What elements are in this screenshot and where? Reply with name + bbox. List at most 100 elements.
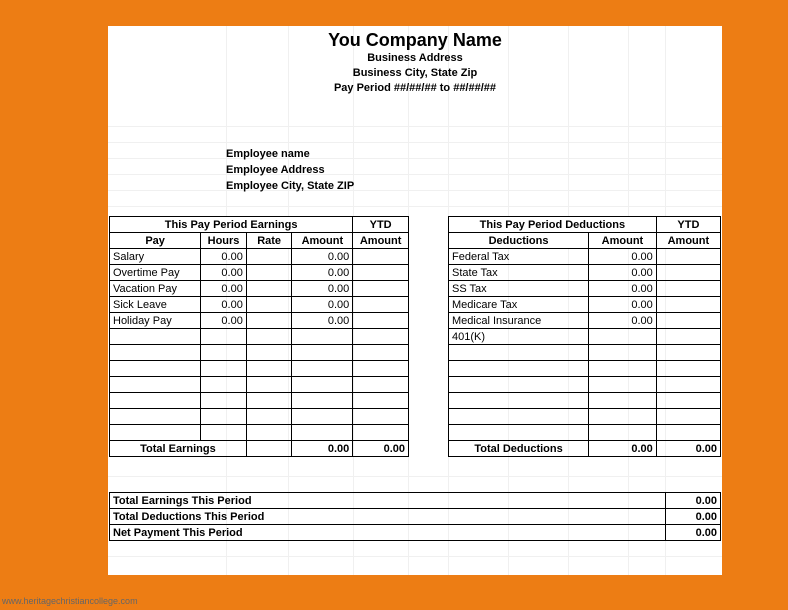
earn-label: Sick Leave xyxy=(110,297,201,313)
earn-amount xyxy=(292,425,353,441)
deductions-row: Federal Tax0.00 xyxy=(449,249,721,265)
earn-hours xyxy=(201,425,247,441)
ded-ytd xyxy=(656,265,720,281)
ded-label xyxy=(449,393,589,409)
deductions-row xyxy=(449,393,721,409)
deductions-row: 401(K) xyxy=(449,329,721,345)
earn-amount xyxy=(292,345,353,361)
deductions-row: State Tax0.00 xyxy=(449,265,721,281)
business-address: Business Address xyxy=(108,51,722,66)
earn-ytd xyxy=(353,249,409,265)
ded-amount xyxy=(589,329,657,345)
ded-ytd xyxy=(656,361,720,377)
ded-amount xyxy=(589,361,657,377)
earn-hours xyxy=(201,345,247,361)
earnings-row xyxy=(110,329,409,345)
deductions-table: This Pay Period Deductions YTD Deduction… xyxy=(448,216,721,457)
earn-ytd xyxy=(353,361,409,377)
ded-ytd xyxy=(656,281,720,297)
total-earnings-amount: 0.00 xyxy=(292,441,353,457)
earn-amount xyxy=(292,361,353,377)
earn-hours: 0.00 xyxy=(201,313,247,329)
earn-ytd xyxy=(353,377,409,393)
deductions-row xyxy=(449,361,721,377)
total-deductions-amount: 0.00 xyxy=(589,441,657,457)
employee-city-state-zip: Employee City, State ZIP xyxy=(226,178,354,194)
total-earnings-label: Total Earnings xyxy=(110,441,247,457)
ded-ytd xyxy=(656,425,720,441)
ded-ytd xyxy=(656,313,720,329)
earnings-table: This Pay Period Earnings YTD Pay Hours R… xyxy=(109,216,409,457)
earn-rate xyxy=(246,377,292,393)
ded-ytd xyxy=(656,345,720,361)
ded-amount: 0.00 xyxy=(589,249,657,265)
ded-amount: 0.00 xyxy=(589,265,657,281)
summary-table: Total Earnings This Period0.00Total Dedu… xyxy=(109,492,721,541)
ded-ytd xyxy=(656,329,720,345)
deductions-row: Medical Insurance0.00 xyxy=(449,313,721,329)
earn-ytd xyxy=(353,409,409,425)
earn-label: Overtime Pay xyxy=(110,265,201,281)
earn-ytd xyxy=(353,329,409,345)
pay-period: Pay Period ##/##/## to ##/##/## xyxy=(108,81,722,96)
summary-label: Total Earnings This Period xyxy=(110,493,666,509)
earnings-row xyxy=(110,425,409,441)
earn-hours xyxy=(201,329,247,345)
ded-label: SS Tax xyxy=(449,281,589,297)
earnings-ytd-header: YTD xyxy=(353,217,409,233)
summary-row: Net Payment This Period0.00 xyxy=(110,525,721,541)
ded-label xyxy=(449,361,589,377)
company-name: You Company Name xyxy=(108,30,722,51)
earn-amount xyxy=(292,329,353,345)
earn-amount: 0.00 xyxy=(292,249,353,265)
earn-rate xyxy=(246,409,292,425)
deductions-section-title: This Pay Period Deductions xyxy=(449,217,657,233)
spreadsheet-sheet: You Company Name Business Address Busine… xyxy=(108,26,722,575)
earnings-row: Overtime Pay0.000.00 xyxy=(110,265,409,281)
summary-label: Net Payment This Period xyxy=(110,525,666,541)
earn-amount xyxy=(292,393,353,409)
ded-label xyxy=(449,425,589,441)
ded-amount: 0.00 xyxy=(589,281,657,297)
earnings-row: Sick Leave0.000.00 xyxy=(110,297,409,313)
deductions-row: Medicare Tax0.00 xyxy=(449,297,721,313)
earn-rate xyxy=(246,249,292,265)
deductions-row xyxy=(449,425,721,441)
earnings-row: Salary0.000.00 xyxy=(110,249,409,265)
ded-label xyxy=(449,377,589,393)
earn-rate xyxy=(246,265,292,281)
earn-label: Holiday Pay xyxy=(110,313,201,329)
earn-ytd xyxy=(353,345,409,361)
earn-rate xyxy=(246,297,292,313)
ded-ytd xyxy=(656,249,720,265)
earnings-row xyxy=(110,345,409,361)
total-earnings-ytd: 0.00 xyxy=(353,441,409,457)
earnings-row xyxy=(110,409,409,425)
ded-amount: 0.00 xyxy=(589,297,657,313)
earn-label xyxy=(110,377,201,393)
earn-rate xyxy=(246,313,292,329)
earnings-row xyxy=(110,377,409,393)
earn-ytd xyxy=(353,297,409,313)
col-hours: Hours xyxy=(201,233,247,249)
earn-hours xyxy=(201,377,247,393)
earn-hours xyxy=(201,409,247,425)
ded-label: Federal Tax xyxy=(449,249,589,265)
col-pay: Pay xyxy=(110,233,201,249)
earn-rate xyxy=(246,361,292,377)
earn-hours: 0.00 xyxy=(201,265,247,281)
summary-row: Total Deductions This Period0.00 xyxy=(110,509,721,525)
ded-label: Medicare Tax xyxy=(449,297,589,313)
deductions-row: SS Tax0.00 xyxy=(449,281,721,297)
col-rate: Rate xyxy=(246,233,292,249)
earn-label xyxy=(110,425,201,441)
earn-rate xyxy=(246,425,292,441)
earn-amount: 0.00 xyxy=(292,297,353,313)
header-block: You Company Name Business Address Busine… xyxy=(108,30,722,96)
earn-ytd xyxy=(353,393,409,409)
earn-label xyxy=(110,345,201,361)
earn-amount: 0.00 xyxy=(292,265,353,281)
earn-amount xyxy=(292,377,353,393)
col-ytd-amount: Amount xyxy=(353,233,409,249)
summary-row: Total Earnings This Period0.00 xyxy=(110,493,721,509)
